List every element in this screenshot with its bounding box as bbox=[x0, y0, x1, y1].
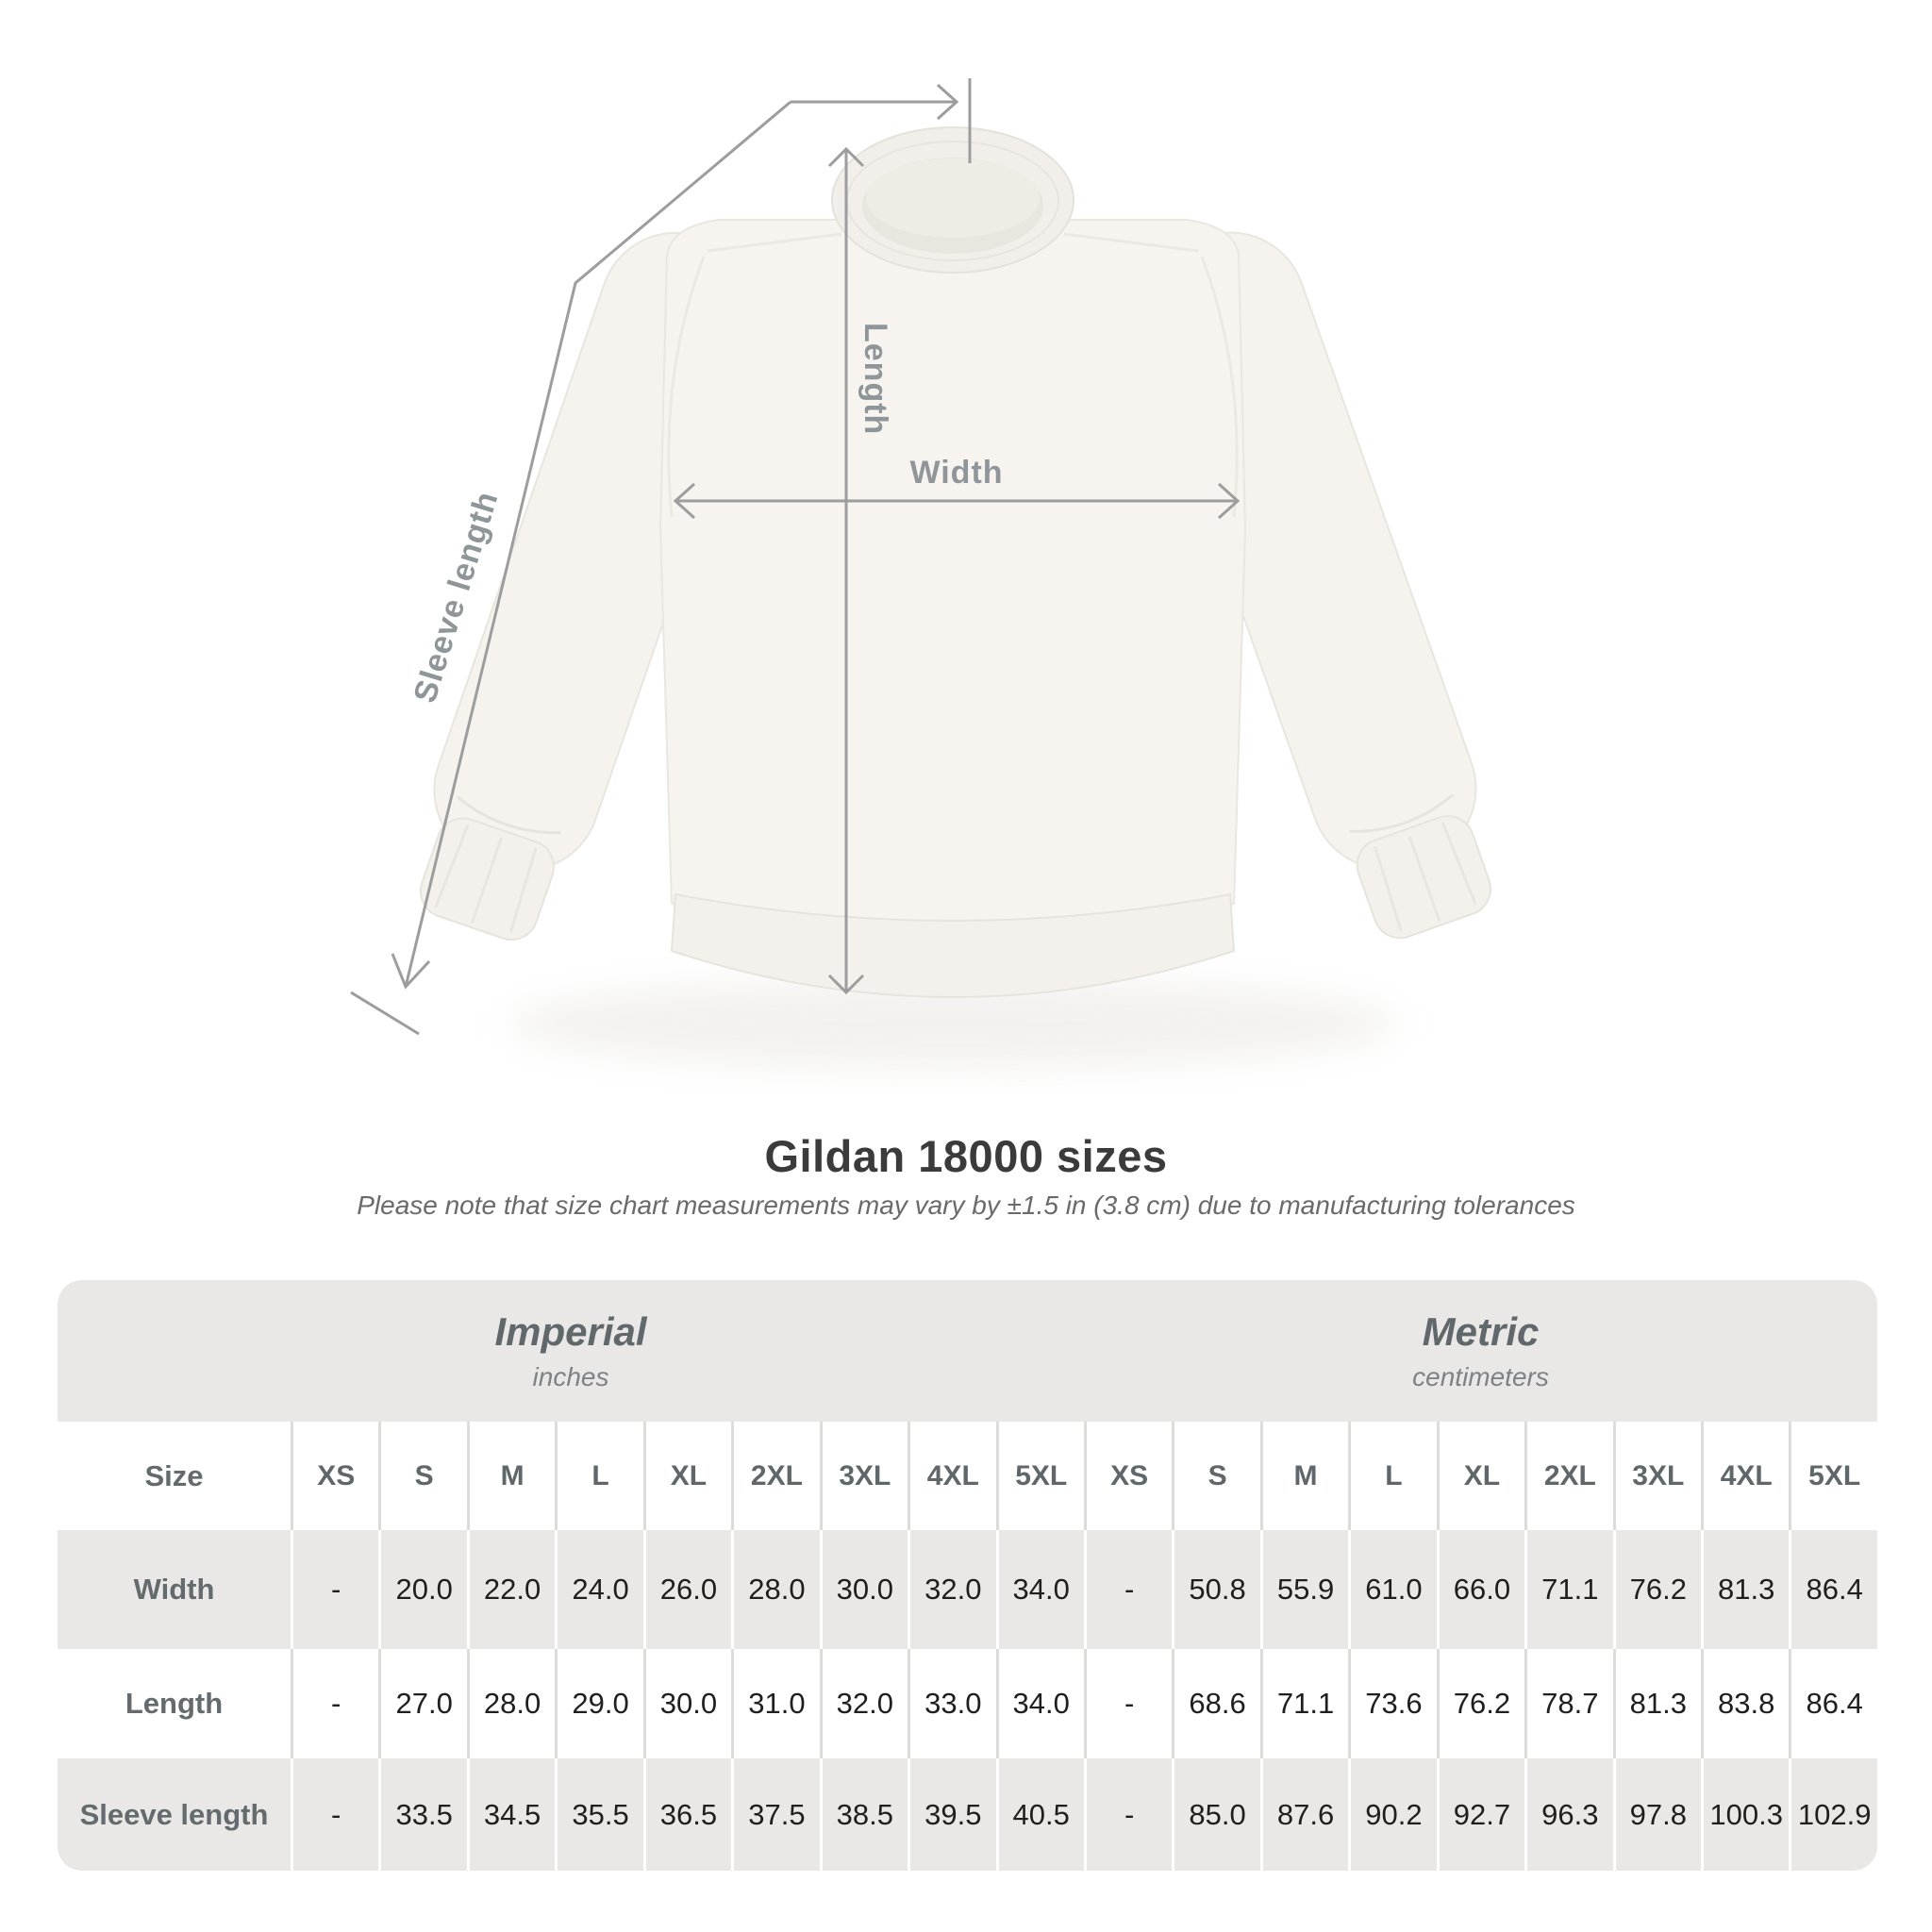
size-column-header: XS bbox=[291, 1422, 378, 1530]
measurement-value: 36.5 bbox=[642, 1758, 731, 1871]
measurement-value: 39.5 bbox=[908, 1758, 995, 1871]
size-column-header: 2XL bbox=[731, 1422, 819, 1530]
imperial-header: Imperial inches bbox=[58, 1280, 1084, 1422]
measurement-value: 68.6 bbox=[1172, 1649, 1259, 1758]
table-row-width: Width - 20.0 22.0 24.0 26.0 28.0 30.0 32… bbox=[58, 1530, 1877, 1649]
width-measure-line: Width bbox=[673, 455, 1241, 520]
measurement-value: 34.0 bbox=[995, 1649, 1084, 1758]
size-header-label: Size bbox=[144, 1458, 204, 1492]
measurement-value: - bbox=[291, 1758, 378, 1871]
size-header-row: Size XS S M L XL 2XL 3XL 4XL 5XL XS S M … bbox=[58, 1422, 1877, 1530]
size-column-header: 5XL bbox=[1789, 1422, 1876, 1530]
measurement-value: 71.1 bbox=[1259, 1649, 1348, 1758]
metric-header: Metric centimeters bbox=[1084, 1280, 1877, 1422]
metric-title: Metric bbox=[1422, 1309, 1540, 1354]
width-label: Width bbox=[909, 455, 1003, 491]
length-label: Length bbox=[858, 323, 893, 435]
measurement-value: 85.0 bbox=[1172, 1758, 1259, 1871]
measurement-value: 81.3 bbox=[1701, 1530, 1789, 1649]
sweatshirt-illustration bbox=[419, 126, 1491, 1069]
measurement-value: 40.5 bbox=[995, 1758, 1084, 1871]
measurement-value: 100.3 bbox=[1701, 1758, 1789, 1871]
size-diagram: Sleeve length Length Width bbox=[350, 78, 1491, 1069]
measurement-value: 87.6 bbox=[1259, 1758, 1348, 1871]
size-column-header: XS bbox=[1083, 1422, 1172, 1530]
size-column-header: M bbox=[1259, 1422, 1348, 1530]
row-label: Width bbox=[133, 1573, 215, 1606]
measurement-value: 32.0 bbox=[819, 1649, 908, 1758]
size-column-header: S bbox=[378, 1422, 466, 1530]
measurement-value: 24.0 bbox=[555, 1530, 642, 1649]
size-column-header: 2XL bbox=[1524, 1422, 1612, 1530]
measurement-value: 73.6 bbox=[1348, 1649, 1436, 1758]
measurement-value: 102.9 bbox=[1789, 1758, 1876, 1871]
measurement-value: 28.0 bbox=[466, 1649, 555, 1758]
measurement-value: 83.8 bbox=[1701, 1649, 1789, 1758]
size-column-header: L bbox=[1348, 1422, 1436, 1530]
measurement-value: 76.2 bbox=[1612, 1530, 1701, 1649]
measurement-value: 35.5 bbox=[555, 1758, 642, 1871]
measurement-value: 30.0 bbox=[819, 1530, 908, 1649]
imperial-unit: inches bbox=[532, 1362, 609, 1391]
measurement-value: 32.0 bbox=[908, 1530, 995, 1649]
size-column-header: 4XL bbox=[1701, 1422, 1789, 1530]
measurement-value: - bbox=[1083, 1649, 1172, 1758]
measurement-value: 50.8 bbox=[1172, 1530, 1259, 1649]
measurement-value: 86.4 bbox=[1789, 1649, 1876, 1758]
measurement-value: 33.5 bbox=[378, 1758, 466, 1871]
measurement-value: 22.0 bbox=[466, 1530, 555, 1649]
measurement-value: 71.1 bbox=[1524, 1530, 1612, 1649]
measurement-value: 34.5 bbox=[466, 1758, 555, 1871]
measurement-value: 81.3 bbox=[1612, 1649, 1701, 1758]
measurement-value: 30.0 bbox=[642, 1649, 731, 1758]
measurement-value: 96.3 bbox=[1524, 1758, 1612, 1871]
row-label: Sleeve length bbox=[79, 1797, 269, 1831]
size-column-header: L bbox=[555, 1422, 642, 1530]
measurement-value: 27.0 bbox=[378, 1649, 466, 1758]
measurement-value: 86.4 bbox=[1789, 1530, 1876, 1649]
unit-header-band: Imperial inches Metric centimeters bbox=[58, 1280, 1877, 1422]
measurement-value: 26.0 bbox=[642, 1530, 731, 1649]
size-column-header: 4XL bbox=[908, 1422, 995, 1530]
tolerance-note: Please note that size chart measurements… bbox=[357, 1191, 1575, 1220]
measurement-value: 90.2 bbox=[1348, 1758, 1436, 1871]
metric-unit: centimeters bbox=[1412, 1362, 1549, 1391]
measurement-value: - bbox=[1083, 1758, 1172, 1871]
measurement-value: - bbox=[291, 1649, 378, 1758]
measurement-value: 92.7 bbox=[1436, 1758, 1524, 1871]
size-column-header: S bbox=[1172, 1422, 1259, 1530]
measurement-value: 66.0 bbox=[1436, 1530, 1524, 1649]
measurement-value: 34.0 bbox=[995, 1530, 1084, 1649]
size-column-header: XL bbox=[642, 1422, 731, 1530]
measurement-value: 31.0 bbox=[731, 1649, 819, 1758]
measurement-value: 20.0 bbox=[378, 1530, 466, 1649]
imperial-title: Imperial bbox=[494, 1309, 647, 1354]
measurement-value: 33.0 bbox=[908, 1649, 995, 1758]
measurement-value: 29.0 bbox=[555, 1649, 642, 1758]
size-column-header: M bbox=[466, 1422, 555, 1530]
table-row-length: Length - 27.0 28.0 29.0 30.0 31.0 32.0 3… bbox=[58, 1649, 1877, 1758]
measurement-value: 61.0 bbox=[1348, 1530, 1436, 1649]
measurement-value: 97.8 bbox=[1612, 1758, 1701, 1871]
shoulder-reference-line bbox=[791, 78, 972, 163]
measurement-value: 76.2 bbox=[1436, 1649, 1524, 1758]
measurement-value: - bbox=[1083, 1530, 1172, 1649]
page-title: Gildan 18000 sizes bbox=[764, 1131, 1168, 1181]
measurement-value: - bbox=[291, 1530, 378, 1649]
measurement-value: 38.5 bbox=[819, 1758, 908, 1871]
size-column-header: 5XL bbox=[995, 1422, 1084, 1530]
length-measure-line: Length bbox=[827, 146, 893, 995]
table-row-sleeve-length: Sleeve length - 33.5 34.5 35.5 36.5 37.5… bbox=[58, 1758, 1877, 1871]
row-label: Length bbox=[125, 1687, 224, 1720]
size-column-header: 3XL bbox=[1612, 1422, 1701, 1530]
measurement-value: 28.0 bbox=[731, 1530, 819, 1649]
measurement-value: 55.9 bbox=[1259, 1530, 1348, 1649]
measurement-value: 78.7 bbox=[1524, 1649, 1612, 1758]
size-table: Imperial inches Metric centimeters Size … bbox=[58, 1280, 1877, 1871]
size-column-header: 3XL bbox=[819, 1422, 908, 1530]
size-column-header: XL bbox=[1436, 1422, 1524, 1530]
measurement-value: 37.5 bbox=[731, 1758, 819, 1871]
